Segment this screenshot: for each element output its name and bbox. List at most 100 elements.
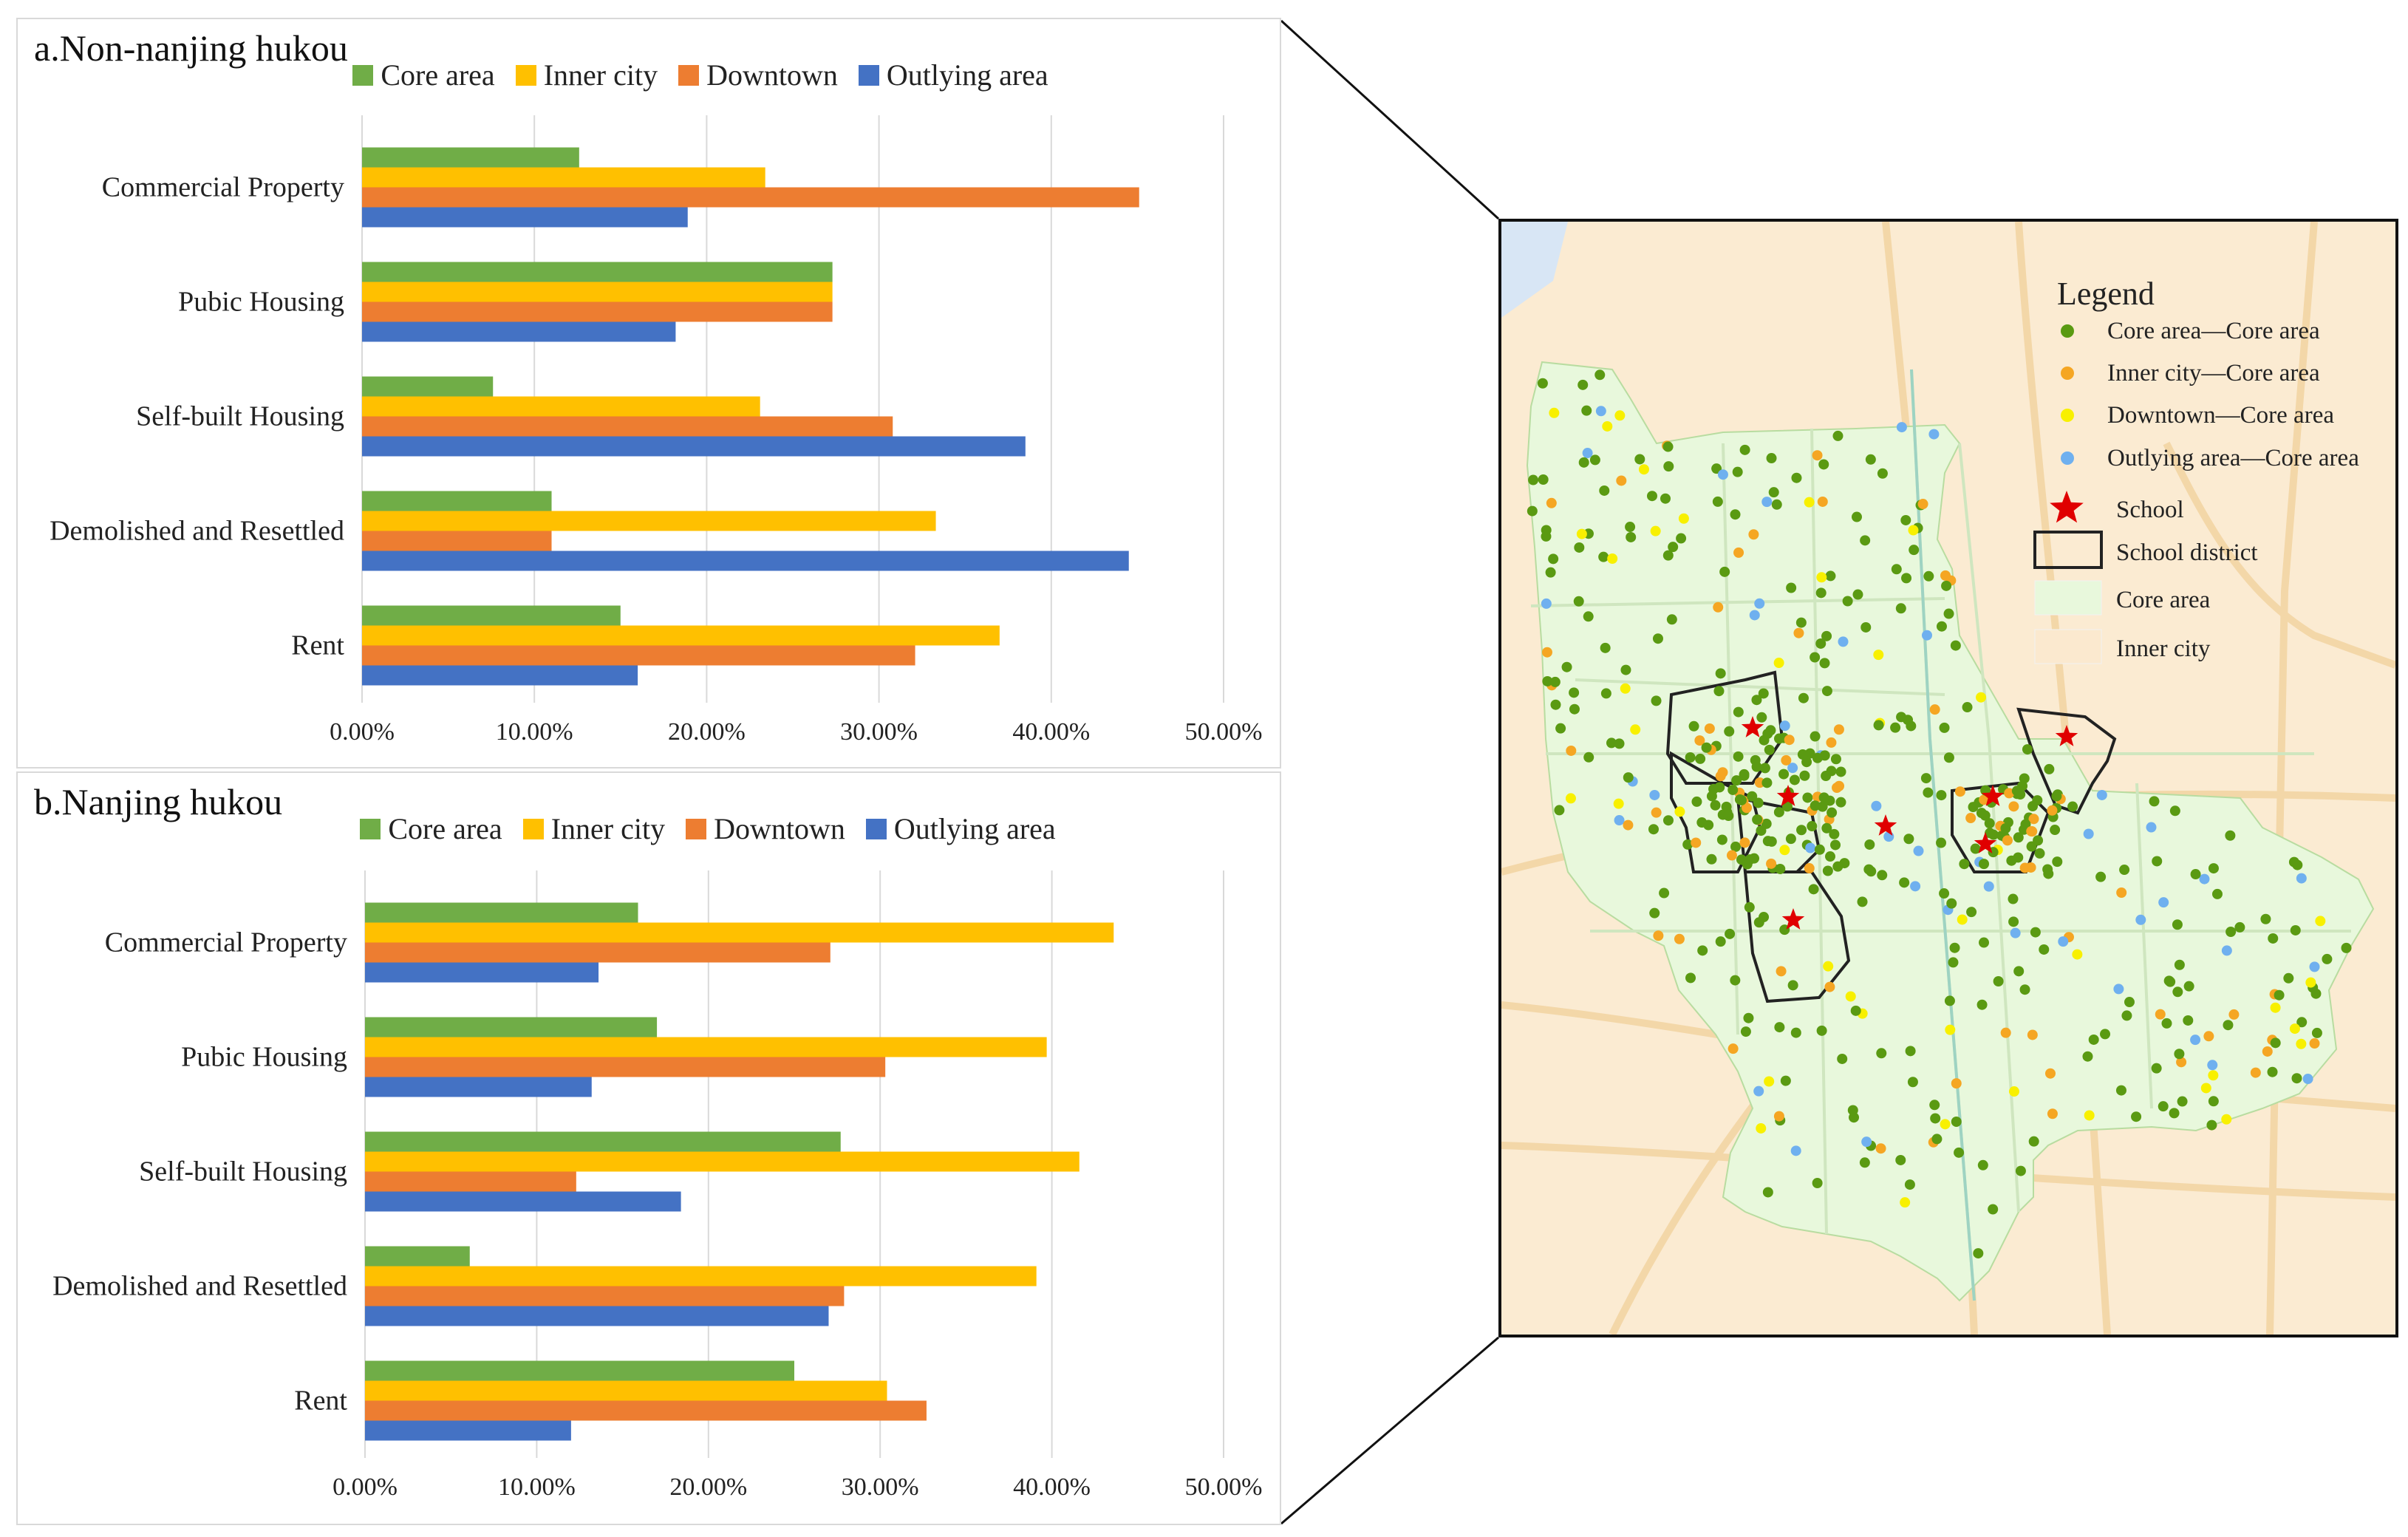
residence-dot [1860,535,1871,546]
residence-dot [1895,1154,1906,1165]
residence-dot [1678,513,1689,524]
residence-dot [1691,796,1702,807]
residence-dot [1730,841,1742,852]
bar-downtown-commercial-property [362,187,1139,208]
residence-dot [1821,630,1832,641]
residence-dot [1940,1119,1951,1130]
x-tick-label: 30.00% [840,718,918,746]
residence-dot [1833,724,1844,735]
residence-dot [2221,1114,2232,1125]
residence-dot [1773,733,1784,744]
legend-inner: Inner city [522,811,665,846]
residence-dot [1812,1178,1823,1189]
residence-dot [1754,598,1765,609]
residence-dot [2121,1010,2132,1021]
residence-dot [1566,745,1577,756]
residence-dot [1829,828,1840,839]
residence-dot [1616,475,1627,486]
bar-downtown-commercial-property [365,942,830,963]
residence-dot [1984,818,1995,829]
street-line [1958,443,2020,1213]
category-label-demolished-and-resettled: Demolished and Resettled [52,1271,347,1302]
river-line [1910,369,1976,1301]
x-tick-label: 40.00% [1013,1473,1091,1501]
residence-dot [2052,856,2063,868]
chart-legend-a: Core area Inner city Downtown Outlying a… [18,58,1280,92]
residence-dot [1650,525,1661,536]
map-school-stars [1741,716,2078,930]
residence-dot [2208,1096,2219,1107]
school-district-map: Legend Core area—Core area Inner city—Core… [1498,219,2398,1337]
legend-outlying: Outlying area [858,58,1048,92]
residence-dot [1970,843,1981,854]
legend-symbol-inner-city [2034,629,2102,664]
residence-dot [1804,863,1815,874]
residence-dot [1876,1048,1887,1059]
residence-dot [1988,1204,1999,1215]
residence-dot [1732,466,1743,477]
residence-dot [2008,916,2019,927]
residence-dot [1753,917,1764,928]
residence-dot [1733,547,1744,558]
category-label-self-built-housing: Self-built Housing [136,401,344,432]
residence-dot [1623,819,1634,831]
street-line [1575,678,1945,696]
residence-dot [1900,1197,1911,1208]
residence-dot [1861,1136,1872,1148]
residence-dot [1554,805,1565,816]
residence-dot [1827,807,1838,818]
residence-dot [1791,472,1802,483]
residence-dot [2234,921,2245,933]
residence-dot [1620,664,1631,675]
residence-dot [1891,564,1902,575]
residence-dot [2044,1068,2056,1079]
residence-dot [2028,1136,2039,1147]
bar-outlying-demolished-and-resettled [365,1306,829,1326]
residence-dot [1713,686,1725,697]
residence-dot [1823,961,1834,972]
residence-dot [1875,1143,1886,1154]
residence-dot [2291,1073,2302,1084]
residence-dot [1837,1053,1848,1064]
legend-symbol-school-district [2033,531,2103,569]
residence-dot [2296,1017,2308,1028]
legend-label-core-area-core-area: Core area—Core area [2107,318,2320,344]
residence-dot [1761,777,1773,788]
residence-dot [2183,981,2194,992]
residence-dot [1793,627,1804,638]
residence-dot [2047,1108,2058,1119]
residence-dot [1569,703,1580,715]
residence-dot [1824,981,1835,992]
residence-dot [1527,505,1538,517]
residence-dot [1821,686,1832,697]
residence-dot [1965,813,1976,824]
residence-dot [2199,873,2210,885]
residence-dot [2270,1037,2281,1049]
residence-dot [1913,845,1924,856]
residence-dot [1753,797,1764,808]
residence-dot [2044,763,2055,774]
residence-dot [1957,914,1968,925]
legend-swatch-outlying [865,818,887,839]
residence-dot [1910,881,1921,892]
residence-dot [2028,814,2039,825]
bar-chart-b: 0.00% 10.00% 20.00% 30.00% 40.00% 50.00% Comme… [52,870,1262,1501]
residence-dot [2155,1009,2166,1020]
residence-dot [1900,514,1911,525]
residence-dot [2172,986,2183,998]
residence-dot [2013,832,2024,843]
school-star-icon [1874,814,1897,836]
residence-dot [1549,676,1561,687]
residence-dot [1832,861,1843,872]
residence-dot [1620,683,1631,694]
residence-dot [1842,596,1853,607]
residence-dot [1988,829,1999,840]
category-label-pubic-housing: Pubic Housing [178,287,344,318]
residence-dot [1565,793,1576,804]
residence-dot [1764,1076,1775,1087]
residence-dot [2000,1027,2011,1038]
residence-dot [1968,802,1979,813]
residence-dot [1852,589,1863,600]
legend-label-inner-city-core-area: Inner city—Core area [2107,360,2320,386]
bar-outlying-demolished-and-resettled [362,551,1129,571]
